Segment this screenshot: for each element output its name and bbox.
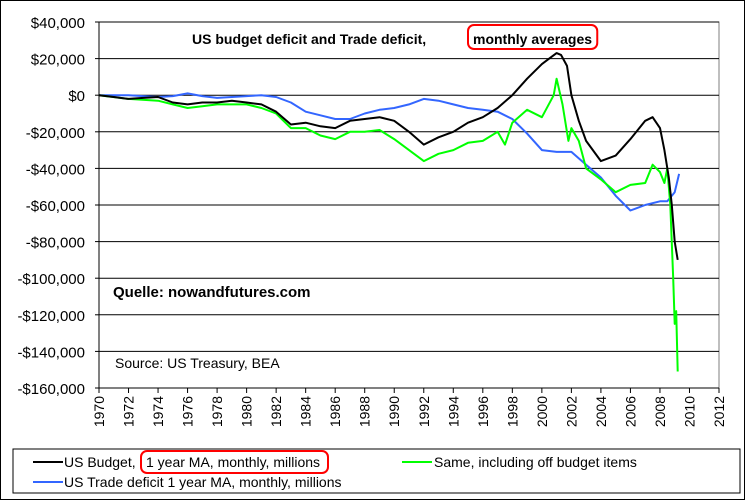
source-annotation: Source: US Treasury, BEA: [115, 355, 280, 371]
gridlines: [99, 21, 719, 389]
title-highlight-oval: [467, 24, 599, 50]
x-axis: 1970 1972 1974 1976 1978 1980 1982 1984 1986 1988…: [91, 387, 727, 427]
x-tick-label: 1988: [357, 396, 373, 427]
y-tick-label: -$40,000: [26, 161, 85, 178]
x-tick-label: 1998: [504, 396, 520, 427]
x-tick-label: 1992: [416, 396, 432, 427]
series-line-offbudget: [98, 77, 679, 372]
x-tick-label: 1996: [475, 396, 491, 427]
title-highlight: monthly averages: [473, 31, 592, 47]
y-tick-label: -$100,000: [17, 271, 85, 288]
x-tick-label: 2012: [711, 396, 727, 427]
x-tick-label: 1986: [327, 396, 343, 427]
y-tick-label: -$60,000: [26, 198, 85, 215]
x-tick-label: 2002: [563, 396, 579, 427]
legend: US Budget, 1 year MA, monthly, millions …: [12, 448, 741, 494]
x-tick-label: 1970: [91, 396, 107, 427]
y-tick-label: $20,000: [31, 52, 85, 69]
x-tick-label: 1974: [150, 396, 166, 427]
x-tick-label: 2006: [622, 396, 638, 427]
legend-label-budget: US Budget,: [64, 454, 136, 470]
legend-highlight-oval: [140, 450, 329, 474]
legend-label-trade: US Trade deficit 1 year MA, monthly, mil…: [64, 474, 342, 490]
x-tick-label: 1976: [180, 396, 196, 427]
plot-area: [98, 21, 720, 389]
y-tick-label: -$20,000: [26, 125, 85, 142]
x-tick-label: 1980: [239, 396, 255, 427]
series-line-budget: [98, 52, 679, 261]
x-tick-label: 1990: [386, 396, 402, 427]
x-tick-label: 2004: [593, 396, 609, 427]
legend-label-offbudget: Same, including off budget items: [434, 454, 637, 470]
x-tick-label: 1982: [268, 396, 284, 427]
y-tick-label: $40,000: [31, 15, 85, 32]
series-lines: [98, 52, 681, 372]
y-axis: $40,000 $20,000 $0 -$20,000 -$40,000 -$60,000…: [17, 15, 100, 398]
x-tick-label: 2010: [681, 396, 697, 427]
quelle-annotation: Quelle: nowandfutures.com: [113, 284, 311, 301]
x-tick-label: 1994: [445, 396, 461, 427]
legend-box: [12, 448, 741, 494]
legend-label-budget-highlight: 1 year MA, monthly, millions: [146, 454, 320, 470]
title-main: US budget deficit and Trade deficit,: [192, 31, 426, 47]
y-tick-label: -$120,000: [17, 308, 85, 325]
x-tick-label: 1984: [298, 396, 314, 427]
y-tick-label: -$160,000: [17, 381, 85, 398]
x-tick-label: 2000: [534, 396, 550, 427]
x-tick-label: 2008: [652, 396, 668, 427]
x-tick-label: 1978: [209, 396, 225, 427]
y-tick-label: $0: [68, 88, 85, 105]
chart-title: US budget deficit and Trade deficit, mon…: [192, 24, 599, 50]
x-tick-label: 1972: [121, 396, 137, 427]
y-tick-label: -$140,000: [17, 344, 85, 361]
y-tick-label: -$80,000: [26, 235, 85, 252]
